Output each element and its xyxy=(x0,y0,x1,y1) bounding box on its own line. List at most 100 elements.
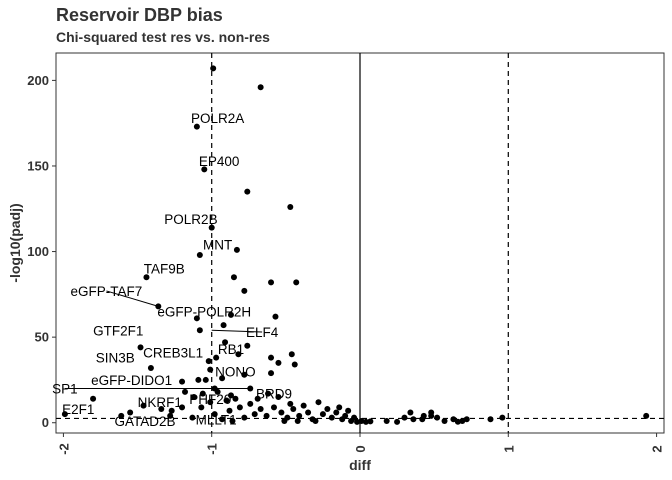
data-point xyxy=(293,279,300,286)
data-point xyxy=(147,364,154,371)
x-tick-label: -1 xyxy=(205,443,220,455)
data-point xyxy=(358,418,365,425)
data-point xyxy=(222,339,229,346)
data-point xyxy=(220,322,227,329)
point-label: eGFP-TAF7 xyxy=(71,284,143,299)
data-point xyxy=(214,388,221,395)
data-point xyxy=(207,399,214,406)
data-point xyxy=(158,406,165,413)
point-label: BRD9 xyxy=(256,387,292,402)
data-point xyxy=(241,414,248,421)
data-point xyxy=(268,354,275,361)
data-point xyxy=(189,414,196,421)
x-axis-title: diff xyxy=(349,457,371,473)
data-point xyxy=(182,388,189,395)
data-point xyxy=(407,409,414,416)
leader-line xyxy=(211,329,263,333)
data-point xyxy=(199,390,206,397)
data-point xyxy=(190,394,197,401)
data-point xyxy=(441,418,448,425)
data-point xyxy=(420,412,427,419)
data-point xyxy=(196,251,203,258)
data-point xyxy=(118,412,125,419)
point-label: MLLT1 xyxy=(196,412,237,427)
data-point xyxy=(208,224,215,231)
data-point xyxy=(300,402,307,409)
data-point xyxy=(345,407,352,414)
data-point xyxy=(287,400,294,407)
data-point xyxy=(205,358,212,365)
data-point xyxy=(196,327,203,334)
point-label: GATAD2B xyxy=(114,414,175,429)
x-tick-label: 0 xyxy=(353,445,368,452)
data-point xyxy=(179,378,186,385)
data-point xyxy=(167,412,174,419)
data-point xyxy=(247,400,254,407)
point-label: SP1 xyxy=(52,381,78,396)
data-point xyxy=(296,412,303,419)
data-point xyxy=(236,404,243,411)
data-point xyxy=(193,315,200,322)
data-point xyxy=(254,395,261,402)
data-point xyxy=(450,416,457,423)
data-point xyxy=(251,411,258,418)
x-axis-ticks: -2 -1 0 1 2 xyxy=(56,433,665,455)
data-point xyxy=(290,406,297,413)
data-point xyxy=(342,412,349,419)
data-point xyxy=(394,418,401,425)
data-point xyxy=(272,313,279,320)
data-point xyxy=(281,418,288,425)
data-point xyxy=(198,404,205,411)
leader-line xyxy=(106,290,159,307)
data-point xyxy=(336,404,343,411)
data-point xyxy=(223,397,230,404)
data-point xyxy=(219,375,226,382)
point-label: E2F1 xyxy=(62,402,94,417)
y-tick-label: 150 xyxy=(27,158,49,173)
y-tick-label: 50 xyxy=(35,330,49,345)
data-point xyxy=(179,404,186,411)
data-point xyxy=(235,351,242,358)
data-point xyxy=(275,394,282,401)
point-label: CREB3L1 xyxy=(143,346,203,361)
data-point xyxy=(230,274,237,281)
point-label: NONO xyxy=(215,364,256,379)
x-tick-label: -2 xyxy=(56,443,71,455)
data-point xyxy=(287,204,294,211)
data-point xyxy=(244,188,251,195)
data-point xyxy=(155,303,162,310)
y-tick-label: 200 xyxy=(27,73,49,88)
data-point xyxy=(333,409,340,416)
point-label: SIN3B xyxy=(96,351,135,366)
data-point xyxy=(207,366,214,373)
data-point xyxy=(487,416,494,423)
data-point xyxy=(233,246,240,253)
data-point xyxy=(324,406,331,413)
data-point xyxy=(137,344,144,351)
data-point xyxy=(367,418,374,425)
data-point xyxy=(428,409,435,416)
data-point xyxy=(268,279,275,286)
scatter-points xyxy=(61,65,650,425)
data-point xyxy=(294,418,301,425)
data-point xyxy=(219,416,226,423)
data-point xyxy=(278,409,285,416)
data-point xyxy=(263,412,270,419)
chart-title: Reservoir DBP bias xyxy=(56,5,223,25)
data-point xyxy=(463,416,470,423)
data-point xyxy=(247,385,254,392)
data-point xyxy=(227,311,234,318)
point-label: GTF2F1 xyxy=(93,323,143,338)
point-label: MNT xyxy=(203,238,232,253)
label-leader-lines xyxy=(64,290,263,389)
data-point xyxy=(268,370,275,377)
data-point xyxy=(499,414,506,421)
point-label: EP400 xyxy=(199,154,240,169)
data-point xyxy=(643,412,650,419)
data-point xyxy=(383,418,390,425)
data-point xyxy=(410,416,417,423)
data-point xyxy=(354,418,361,425)
chart-subtitle: Chi-squared test res vs. non-res xyxy=(56,29,270,45)
data-point xyxy=(362,418,369,425)
